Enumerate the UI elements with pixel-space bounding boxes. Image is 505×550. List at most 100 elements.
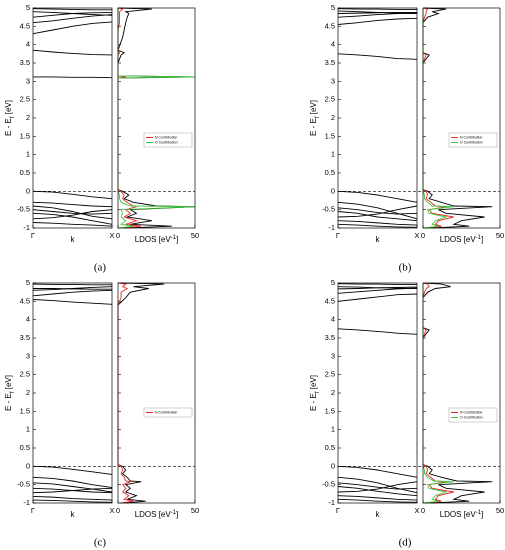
y-tick-label: 4 xyxy=(26,40,30,49)
y-tick-label: 3.5 xyxy=(20,58,30,67)
band-line xyxy=(33,76,113,79)
band-frame xyxy=(32,7,113,229)
y-tick-label: 3 xyxy=(26,351,30,360)
y-axis-label: E - Ef [eV] xyxy=(4,375,15,411)
y-label-unit: [eV] xyxy=(309,100,318,116)
ldos-x-axis-label: LDOS [eV-1] xyxy=(135,235,179,245)
y-tick-label: 4 xyxy=(26,315,30,324)
ldos-total xyxy=(422,7,493,229)
y-tick-label: 2 xyxy=(331,388,335,397)
band-line xyxy=(32,14,113,24)
y-label-sub: f xyxy=(10,391,16,393)
ldos-label-sup: -1 xyxy=(476,510,482,516)
panel-label: (a) xyxy=(94,262,107,274)
band-line xyxy=(32,286,113,291)
band-frame xyxy=(337,7,418,229)
y-tick-label: -1 xyxy=(23,498,30,507)
band-line xyxy=(337,205,418,218)
x-tick-label: Γ xyxy=(31,506,35,515)
y-axis-label: E - Ef [eV] xyxy=(309,375,320,411)
band-line xyxy=(337,11,417,14)
panel-label: (b) xyxy=(399,262,412,274)
band-line xyxy=(337,220,418,226)
band-line xyxy=(337,12,418,18)
ldos-label-sup: -1 xyxy=(171,510,177,516)
y-tick-label: 3 xyxy=(331,351,335,360)
band-line xyxy=(337,495,418,501)
ldos-frame xyxy=(117,7,196,229)
ldos-x-tick-label: 50 xyxy=(191,506,199,515)
ldos-label-main: LDOS [eV xyxy=(440,510,477,519)
band-line xyxy=(32,222,113,227)
y-tick-label: 4 xyxy=(331,315,335,324)
x-tick-label: Γ xyxy=(336,506,340,515)
ldos-contribution xyxy=(117,8,196,229)
y-tick-label: 1.5 xyxy=(325,406,335,415)
ldos-total xyxy=(117,282,165,504)
band-line xyxy=(337,286,418,290)
y-tick-label: -0.5 xyxy=(322,205,335,214)
ldos-contribution xyxy=(422,282,454,504)
band-line xyxy=(337,223,418,228)
legend-label: N Contribution xyxy=(460,135,482,139)
y-tick-label: 1 xyxy=(26,150,30,159)
y-tick-label: -1 xyxy=(23,223,30,232)
ldos-x-tick-label: 50 xyxy=(496,506,504,515)
y-tick-label: -0.5 xyxy=(17,205,30,214)
y-tick-label: -0.5 xyxy=(17,480,30,489)
y-tick-label: 3.5 xyxy=(325,333,335,342)
ldos-frame xyxy=(117,282,196,504)
ldos-label-main: LDOS [eV xyxy=(135,235,172,244)
band-line xyxy=(32,201,113,208)
band-frame xyxy=(32,282,113,504)
y-label-sub: f xyxy=(315,391,321,393)
y-label-sub: f xyxy=(10,116,16,118)
x-tick-label: Γ xyxy=(31,231,35,240)
ldos-contribution xyxy=(422,7,454,229)
band-line xyxy=(337,8,417,10)
ldos-label-main: LDOS [eV xyxy=(135,510,172,519)
x-tick-label: X xyxy=(414,506,419,515)
legend-label: N Contribution xyxy=(155,410,177,414)
y-tick-label: -0.5 xyxy=(322,480,335,489)
panel-label: (d) xyxy=(399,537,412,549)
band-line xyxy=(337,293,418,302)
ldos-x-tick-label: 50 xyxy=(191,231,199,240)
y-tick-label: 3.5 xyxy=(325,58,335,67)
band-line xyxy=(337,486,418,497)
y-tick-label: 1 xyxy=(26,425,30,434)
legend-box xyxy=(143,132,193,148)
ldos-label-sup: -1 xyxy=(476,235,482,241)
y-label-unit: [eV] xyxy=(4,375,13,391)
y-tick-label: 2 xyxy=(26,388,30,397)
ldos-label-end: ] xyxy=(176,510,178,519)
y-label-main: E - E xyxy=(4,118,13,136)
band-line xyxy=(32,21,113,35)
ldos-label-sup: -1 xyxy=(171,235,177,241)
y-tick-label: 0 xyxy=(26,186,30,195)
y-label-main: E - E xyxy=(309,118,318,136)
y-tick-label: 1 xyxy=(331,425,335,434)
band-line xyxy=(32,283,112,286)
band-line xyxy=(32,482,113,493)
band-line xyxy=(337,17,418,25)
band-line xyxy=(337,481,418,493)
y-tick-label: 2.5 xyxy=(325,95,335,104)
ldos-label-end: ] xyxy=(481,235,483,244)
x-tick-label: X xyxy=(109,506,114,515)
x-axis-label: k xyxy=(71,510,76,519)
y-tick-label: 3.5 xyxy=(20,333,30,342)
y-axis-label: E - Ef [eV] xyxy=(309,100,320,136)
ldos-x-axis-label: LDOS [eV-1] xyxy=(135,510,179,520)
band-line xyxy=(337,190,418,203)
y-tick-label: 3 xyxy=(331,76,335,85)
band-line xyxy=(32,495,113,501)
band-line xyxy=(32,8,112,11)
legend-label: N Contribution xyxy=(460,410,482,414)
ldos-total xyxy=(117,7,196,229)
y-label-main: E - E xyxy=(4,393,13,411)
legend-label: O Contribution xyxy=(460,140,483,144)
band-frame xyxy=(337,282,418,504)
band-line xyxy=(32,212,113,225)
y-tick-label: 0 xyxy=(26,461,30,470)
